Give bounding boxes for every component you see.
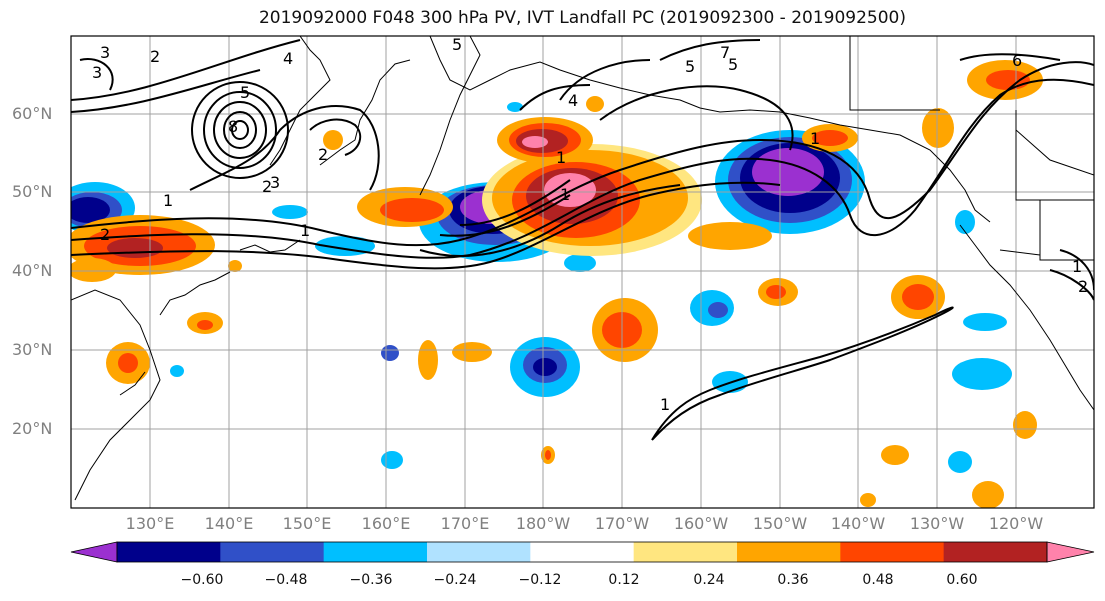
lat-label: 50°N — [12, 182, 53, 201]
contour-label: 4 — [568, 91, 578, 110]
contour-label: 1 — [163, 191, 173, 210]
contour-label: 5 — [728, 55, 738, 74]
colorbar-outline — [116, 541, 1048, 563]
colorbar-tick-label: −0.36 — [349, 572, 393, 588]
colorbar-segment — [427, 542, 531, 562]
contour-label: 5 — [452, 35, 462, 54]
colorbar-segment — [633, 542, 738, 562]
pv-contours — [71, 39, 1094, 441]
colorbar-segment — [117, 542, 221, 562]
colorbar-tick-label: 0.24 — [693, 572, 725, 588]
contour-label: 2 — [262, 177, 272, 196]
lon-label: 160°E — [361, 514, 411, 533]
colorbar-segment — [220, 542, 325, 562]
lat-label: 20°N — [12, 419, 53, 438]
lon-label: 160°W — [673, 514, 729, 533]
map-frame — [70, 35, 1095, 509]
colorbar-segment — [840, 542, 945, 562]
colorbar-tick-label: 0.48 — [862, 572, 894, 588]
lat-label: 40°N — [12, 261, 53, 280]
contour-label: 3 — [92, 63, 102, 82]
contour-label: 6 — [1012, 51, 1022, 70]
lon-label: 140°W — [830, 514, 886, 533]
contour-label: 1 — [1072, 257, 1082, 276]
lat-label: 60°N — [12, 104, 53, 123]
lon-label: 120°W — [988, 514, 1044, 533]
lon-label: 150°E — [282, 514, 332, 533]
colorbar-tick-label: −0.12 — [518, 572, 562, 588]
coastlines — [71, 36, 1094, 501]
lon-label: 130°E — [125, 514, 175, 533]
contour-label: 2 — [318, 145, 328, 164]
contour-label: 2 — [100, 225, 110, 244]
contour-label: 7 — [720, 43, 730, 62]
lon-label: 140°E — [204, 514, 254, 533]
colorbar-tick-label: −0.24 — [433, 572, 477, 588]
contour-label: 1 — [810, 129, 820, 148]
colorbar-tick-label: 0.12 — [608, 572, 640, 588]
graticule — [71, 36, 1094, 508]
contour-label: 1 — [556, 148, 566, 167]
colorbar-segment — [737, 542, 841, 562]
colorbar-tick-label: −0.48 — [264, 572, 308, 588]
contour-label: 4 — [283, 49, 293, 68]
colorbar-segment — [530, 542, 635, 562]
contour-label: 5 — [240, 83, 250, 102]
lon-label: 170°E — [440, 514, 490, 533]
colorbar-extend-max — [1046, 541, 1095, 563]
lon-label: 170°W — [594, 514, 650, 533]
contour-label: 2 — [150, 47, 160, 66]
colorbar — [70, 541, 1095, 563]
colorbar-tick-label: −0.60 — [180, 572, 224, 588]
contour-label: 5 — [685, 57, 695, 76]
contour-label: 1 — [300, 221, 310, 240]
contour-label: 1 — [560, 185, 570, 204]
lon-label: 130°W — [909, 514, 965, 533]
lon-label: 150°W — [752, 514, 808, 533]
colorbar-segment — [943, 542, 1048, 562]
contour-label: 1 — [660, 395, 670, 414]
colorbar-extend-min — [70, 541, 118, 563]
lon-label: 180°W — [515, 514, 571, 533]
colorbar-tick-label: 0.60 — [946, 572, 978, 588]
contour-label: 3 — [270, 173, 280, 192]
lat-label: 30°N — [12, 340, 53, 359]
political-borders — [849, 36, 1094, 261]
colorbar-tick-label: 0.36 — [777, 572, 809, 588]
contour-label: 8 — [228, 117, 238, 136]
colorbar-segment — [323, 542, 428, 562]
contour-label: 2 — [1078, 277, 1088, 296]
map-title: 2019092000 F048 300 hPa PV, IVT Landfall… — [258, 8, 906, 28]
pc-anomaly-fill — [71, 60, 1043, 508]
contour-label: 3 — [100, 43, 110, 62]
